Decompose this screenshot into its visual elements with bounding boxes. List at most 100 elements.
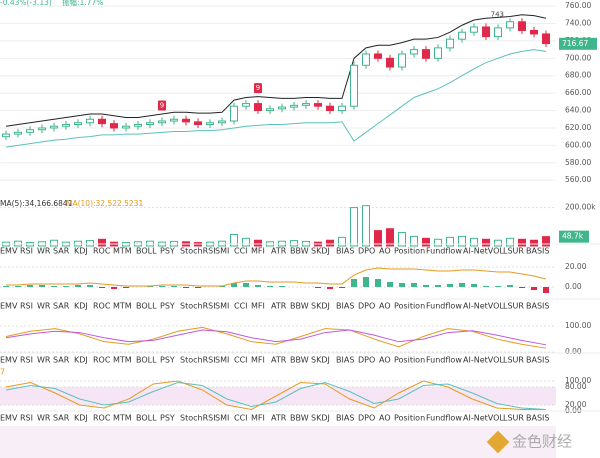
indicator-tab[interactable]: StochRSI [180, 302, 216, 311]
indicator-tab[interactable]: PSY [160, 247, 175, 256]
indicator-tab[interactable]: ROC [93, 302, 111, 311]
indicator-tab[interactable]: LSUR [503, 414, 524, 423]
indicator-tab[interactable]: LSUR [503, 247, 524, 256]
indicator-tab[interactable]: ROC [93, 247, 111, 256]
indicator-tab[interactable]: SKDJ [311, 356, 330, 365]
indicator-tab[interactable]: BASIS [526, 302, 549, 311]
indicator-tab[interactable]: DPO [358, 247, 375, 256]
indicator-tab[interactable]: MTM [113, 247, 132, 256]
indicator-tab[interactable]: DPO [358, 302, 375, 311]
indicator-tab[interactable]: StochRSI [180, 247, 216, 256]
indicator-tab[interactable]: Fundflow [426, 414, 462, 423]
indicator-tab[interactable]: KDJ [74, 247, 88, 256]
indicator-tab[interactable]: SKDJ [311, 302, 330, 311]
indicator-tab[interactable]: SMI [215, 302, 229, 311]
indicator-tab[interactable]: SAR [53, 247, 70, 256]
indicator-tab[interactable]: Position [394, 356, 425, 365]
indicator-tab[interactable]: SAR [53, 302, 70, 311]
indicator-tab[interactable]: Position [394, 302, 425, 311]
volume-bar [530, 239, 538, 247]
indicator-tab[interactable]: BIAS [336, 247, 354, 256]
indicator-tab[interactable]: BIAS [336, 414, 354, 423]
indicator-tab[interactable]: SMI [215, 356, 229, 365]
indicator-tab[interactable]: AO [379, 247, 391, 256]
indicator-tab[interactable]: DPO [358, 414, 375, 423]
macd-bar [399, 283, 405, 287]
indicator-tab[interactable]: CCI [234, 356, 248, 365]
indicator-tab[interactable]: AI-NetVOL [463, 302, 504, 311]
indicator-tab[interactable]: AI-NetVOL [463, 356, 504, 365]
indicator-tab[interactable]: AI-NetVOL [463, 247, 504, 256]
indicator-tab[interactable]: SMI [215, 414, 229, 423]
indicator-tab[interactable]: BASIS [526, 247, 549, 256]
indicator-tab[interactable]: EMV [0, 356, 18, 365]
indicator-tab[interactable]: Position [394, 414, 425, 423]
indicator-tab[interactable]: BOLL [136, 302, 157, 311]
indicator-tab[interactable]: MTM [113, 414, 132, 423]
indicator-tab[interactable]: WR [37, 356, 51, 365]
macd-bar [363, 277, 369, 287]
indicator-tab[interactable]: ATR [271, 247, 287, 256]
indicator-tab[interactable]: Fundflow [426, 247, 462, 256]
indicator-tab[interactable]: MTM [113, 356, 132, 365]
indicator-tab[interactable]: RSI [20, 356, 33, 365]
indicator-tab[interactable]: ROC [93, 414, 111, 423]
indicator-tab[interactable]: SKDJ [311, 247, 330, 256]
indicator-tab[interactable]: WR [37, 302, 51, 311]
indicator-tab[interactable]: ATR [271, 414, 287, 423]
indicator-tab[interactable]: BBW [290, 247, 309, 256]
indicator-tab[interactable]: PSY [160, 302, 175, 311]
indicator-tab[interactable]: AO [379, 356, 391, 365]
indicator-tab[interactable]: MFI [251, 356, 265, 365]
indicator-tab[interactable]: BASIS [526, 356, 549, 365]
indicator-tab[interactable]: AO [379, 414, 391, 423]
indicator-tab[interactable]: AO [379, 302, 391, 311]
indicator-tab[interactable]: SAR [53, 414, 70, 423]
indicator-tab[interactable]: Fundflow [426, 302, 462, 311]
indicator-tab[interactable]: WR [37, 247, 51, 256]
indicator-tab[interactable]: StochRSI [180, 414, 216, 423]
indicator-tab[interactable]: PSY [160, 414, 175, 423]
indicator-tab[interactable]: EMV [0, 414, 18, 423]
indicator-tab[interactable]: RSI [20, 414, 33, 423]
indicator-tab[interactable]: PSY [160, 356, 175, 365]
indicator-tab[interactable]: MFI [251, 414, 265, 423]
indicator-tab[interactable]: DPO [358, 356, 375, 365]
indicator-tab[interactable]: BBW [290, 356, 309, 365]
indicator-tab[interactable]: LSUR [503, 302, 524, 311]
indicator-tab[interactable]: CCI [234, 247, 248, 256]
indicator-tab[interactable]: Position [394, 247, 425, 256]
indicator-tab[interactable]: SMI [215, 247, 229, 256]
indicator-tab[interactable]: MFI [251, 247, 265, 256]
indicator-tab[interactable]: BIAS [336, 302, 354, 311]
indicator-tab[interactable]: BIAS [336, 356, 354, 365]
indicator-tab[interactable]: KDJ [74, 356, 88, 365]
indicator-tab[interactable]: StochRSI [180, 356, 216, 365]
indicator-tab[interactable]: ATR [271, 302, 287, 311]
indicator-tab[interactable]: LSUR [503, 356, 524, 365]
indicator-tab[interactable]: CCI [234, 414, 248, 423]
indicator-tab[interactable]: BBW [290, 302, 309, 311]
indicator-tab[interactable]: WR [37, 414, 51, 423]
indicator-tab[interactable]: AI-NetVOL [463, 414, 504, 423]
indicator-tab[interactable]: BOLL [136, 247, 157, 256]
indicator-tab[interactable]: RSI [20, 302, 33, 311]
volume-bar [374, 230, 382, 247]
indicator-tab[interactable]: KDJ [74, 302, 88, 311]
indicator-tab[interactable]: BOLL [136, 356, 157, 365]
indicator-tab[interactable]: KDJ [74, 414, 88, 423]
indicator-tab[interactable]: CCI [234, 302, 248, 311]
indicator-tab[interactable]: MFI [251, 302, 265, 311]
indicator-tab[interactable]: ATR [271, 356, 287, 365]
indicator-tab[interactable]: MTM [113, 302, 132, 311]
indicator-tab[interactable]: ROC [93, 356, 111, 365]
indicator-tab[interactable]: BBW [290, 414, 309, 423]
indicator-tab[interactable]: BASIS [526, 414, 549, 423]
indicator-tab[interactable]: Fundflow [426, 356, 462, 365]
indicator-tab[interactable]: RSI [20, 247, 33, 256]
indicator-tab[interactable]: SAR [53, 356, 70, 365]
indicator-tab[interactable]: EMV [0, 247, 18, 256]
indicator-tab[interactable]: EMV [0, 302, 18, 311]
indicator-tab[interactable]: BOLL [136, 414, 157, 423]
indicator-tab[interactable]: SKDJ [311, 414, 330, 423]
